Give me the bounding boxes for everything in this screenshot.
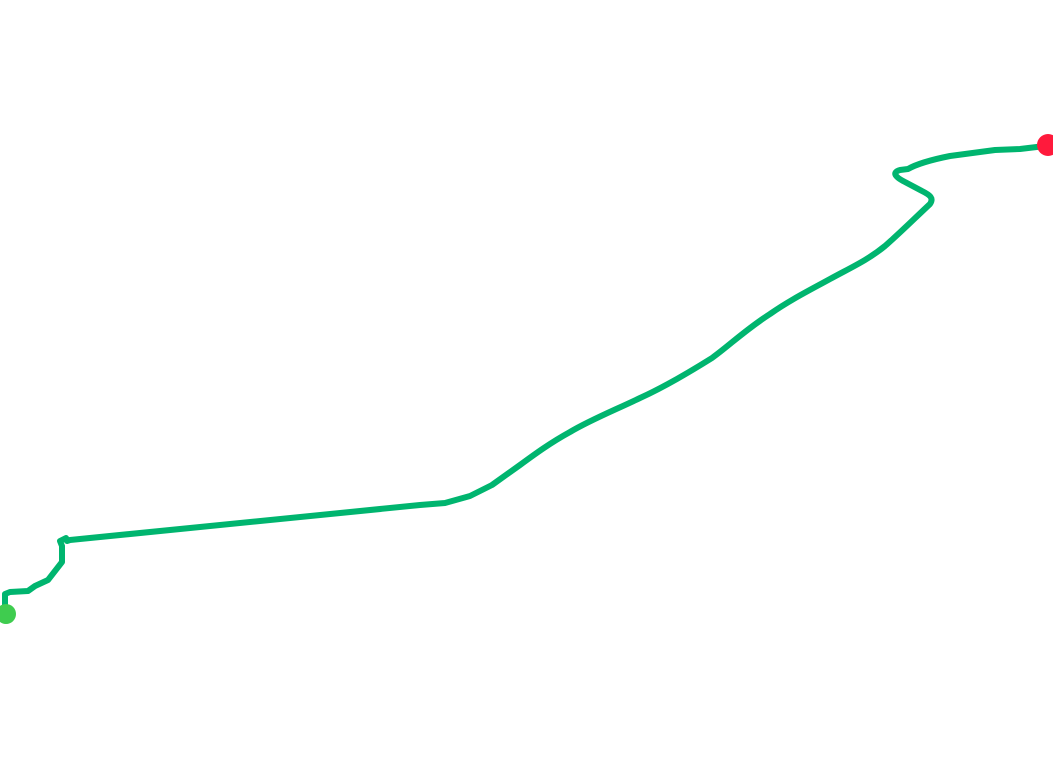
- start-marker: [0, 604, 16, 624]
- end-marker: [1037, 134, 1053, 156]
- route-line: [2, 143, 1048, 615]
